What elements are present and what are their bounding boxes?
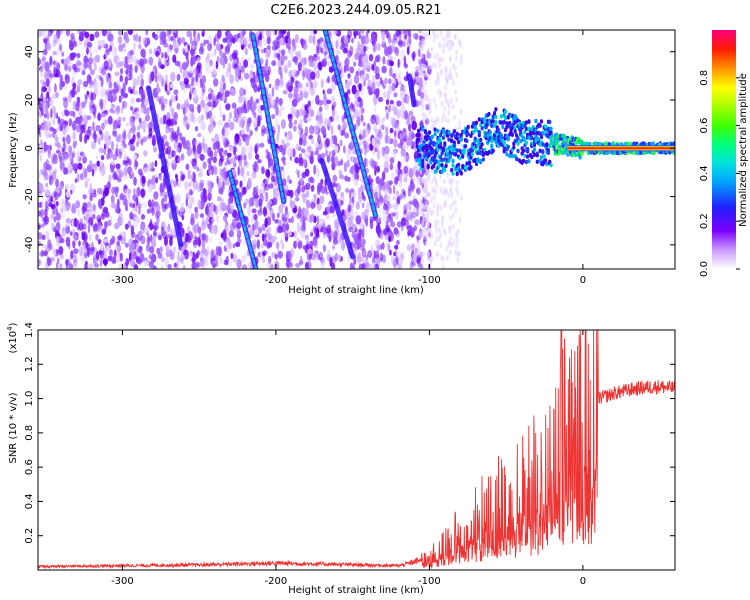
snr-y-tick-label: 0.6 bbox=[24, 459, 35, 475]
spectrogram-x-tick-label: 0 bbox=[580, 275, 586, 286]
colorbar-tick-label: 0.4 bbox=[699, 165, 710, 181]
snr-scale-exponent: 4 bbox=[6, 326, 14, 331]
snr-series-line bbox=[38, 330, 675, 570]
snr-y-tick-label: 1.2 bbox=[24, 356, 35, 372]
snr-y-tick-label: 0.8 bbox=[24, 425, 35, 441]
snr-y-tick-label: 0.2 bbox=[24, 528, 35, 544]
spectrogram-plot-area bbox=[38, 30, 675, 269]
colorbar-label: Normalized spectral amplitude bbox=[738, 73, 749, 227]
snr-x-tick-label: -300 bbox=[111, 576, 134, 587]
spectrogram-noise bbox=[38, 30, 464, 269]
snr-y-tick-label: 0.4 bbox=[24, 493, 35, 509]
snr-panel: -300 -200 -100 0 0.2 0.4 0.6 0.8 1.0 1.2 1.4 Heigh… bbox=[6, 322, 676, 596]
chart-title: C2E6.2023.244.09.05.R21 bbox=[270, 3, 441, 18]
spectrogram-x-tick-label: -200 bbox=[265, 275, 288, 286]
spectrogram-y-tick-label: 40 bbox=[24, 45, 35, 58]
spectrogram-streak bbox=[319, 157, 356, 260]
snr-plot-area bbox=[38, 330, 675, 570]
snr-y-tick-label: 1.4 bbox=[24, 322, 35, 338]
spectrogram-streak bbox=[250, 32, 287, 204]
colorbar-gradient bbox=[712, 30, 736, 269]
spectrogram-y-tick-label: -20 bbox=[24, 188, 35, 204]
snr-scale-label: (x104) bbox=[6, 322, 19, 353]
snr-axes: -300 -200 -100 0 0.2 0.4 0.6 0.8 1.0 1.2 1.4 bbox=[24, 322, 675, 587]
spectrogram-y-tick-label: 0 bbox=[24, 145, 35, 151]
colorbar-ticks: 0.0 0.2 0.4 0.6 0.8 bbox=[699, 70, 740, 277]
snr-x-tick-label: -200 bbox=[265, 576, 288, 587]
spectrogram-y-label: Frequency (Hz) bbox=[8, 112, 19, 188]
snr-y-tick-label: 1.0 bbox=[24, 391, 35, 407]
snr-x-label: Height of straight line (km) bbox=[288, 585, 424, 596]
spectrogram-ridge bbox=[415, 107, 675, 177]
spectrogram-streak bbox=[227, 169, 259, 269]
snr-y-label: SNR (10 * v/v) bbox=[8, 392, 19, 463]
colorbar-tick-label: 0.6 bbox=[699, 118, 710, 134]
spectrogram-x-tick-label: -300 bbox=[111, 275, 134, 286]
colorbar-tick-label: 0.8 bbox=[699, 70, 710, 86]
colorbar-tick-label: 0.0 bbox=[699, 261, 710, 277]
snr-x-tick-label: -100 bbox=[418, 576, 441, 587]
spectrogram-y-tick-label: 20 bbox=[24, 94, 35, 107]
spectrogram-streak bbox=[406, 73, 417, 108]
colorbar-tick-label: 0.2 bbox=[699, 213, 710, 229]
spectrogram-streak bbox=[146, 85, 184, 248]
spectrogram-x-label: Height of straight line (km) bbox=[288, 285, 424, 296]
snr-scale-base: (x10 bbox=[8, 331, 19, 354]
snr-x-tick-label: 0 bbox=[580, 576, 586, 587]
spectrogram-streak bbox=[322, 30, 379, 219]
snr-frame bbox=[37, 329, 676, 571]
colorbar: 0.0 0.2 0.4 0.6 0.8 Normalized spectral ampl… bbox=[699, 30, 749, 277]
spectrogram-x-tick-label: -100 bbox=[418, 275, 441, 286]
spectrogram-frame bbox=[37, 29, 676, 270]
spectrogram-y-tick-label: -40 bbox=[24, 237, 35, 253]
